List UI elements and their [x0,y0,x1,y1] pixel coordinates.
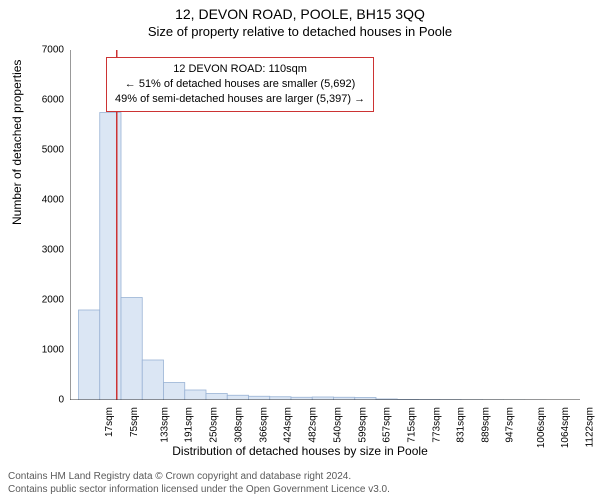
histogram-bar [164,383,185,401]
x-tick-label: 17sqm [104,407,115,437]
x-tick-label: 1064sqm [560,407,571,448]
y-tick-label: 7000 [24,45,64,56]
y-tick-label: 3000 [24,245,64,256]
histogram-bar [227,395,248,400]
annotation-box: 12 DEVON ROAD: 110sqm ← 51% of detached … [106,57,374,112]
x-tick-label: 947sqm [505,407,516,443]
histogram-bar [185,390,206,400]
x-tick-label: 889sqm [480,407,491,443]
histogram-bar [100,113,121,401]
y-axis-label: Number of detached properties [10,60,24,225]
x-axis-label: Distribution of detached houses by size … [0,444,600,458]
x-tick-label: 599sqm [357,407,368,443]
histogram-bar [79,310,100,400]
x-tick-label: 715sqm [406,407,417,443]
x-tick-label: 831sqm [456,407,467,443]
page-title: 12, DEVON ROAD, POOLE, BH15 3QQ [0,0,600,22]
annotation-line3: 49% of semi-detached houses are larger (… [115,92,365,107]
footer-line2: Contains public sector information licen… [8,484,390,497]
y-tick-label: 2000 [24,295,64,306]
x-tick-label: 773sqm [431,407,442,443]
y-tick-label: 6000 [24,95,64,106]
histogram-bar [206,394,227,401]
footer-line1: Contains HM Land Registry data © Crown c… [8,471,390,484]
histogram-bar [249,396,270,400]
x-tick-label: 540sqm [332,407,343,443]
x-tick-label: 308sqm [233,407,244,443]
x-tick-label: 191sqm [184,407,195,443]
x-tick-label: 133sqm [159,407,170,443]
annotation-line1: 12 DEVON ROAD: 110sqm [115,62,365,77]
x-tick-label: 250sqm [209,407,220,443]
x-tick-label: 1122sqm [584,407,595,447]
x-tick-label: 366sqm [258,407,269,443]
y-tick-label: 5000 [24,145,64,156]
page-subtitle: Size of property relative to detached ho… [0,22,600,39]
x-tick-label: 424sqm [283,407,294,443]
y-tick-label: 4000 [24,195,64,206]
y-tick-label: 1000 [24,345,64,356]
x-tick-label: 657sqm [382,407,393,443]
x-tick-label: 482sqm [307,407,318,443]
x-tick-label: 75sqm [129,407,140,437]
x-tick-label: 1006sqm [536,407,547,448]
histogram-bar [142,360,163,400]
annotation-line2: ← 51% of detached houses are smaller (5,… [115,77,365,92]
histogram-bar [121,298,142,401]
footer: Contains HM Land Registry data © Crown c… [8,471,390,496]
y-tick-label: 0 [24,395,64,406]
